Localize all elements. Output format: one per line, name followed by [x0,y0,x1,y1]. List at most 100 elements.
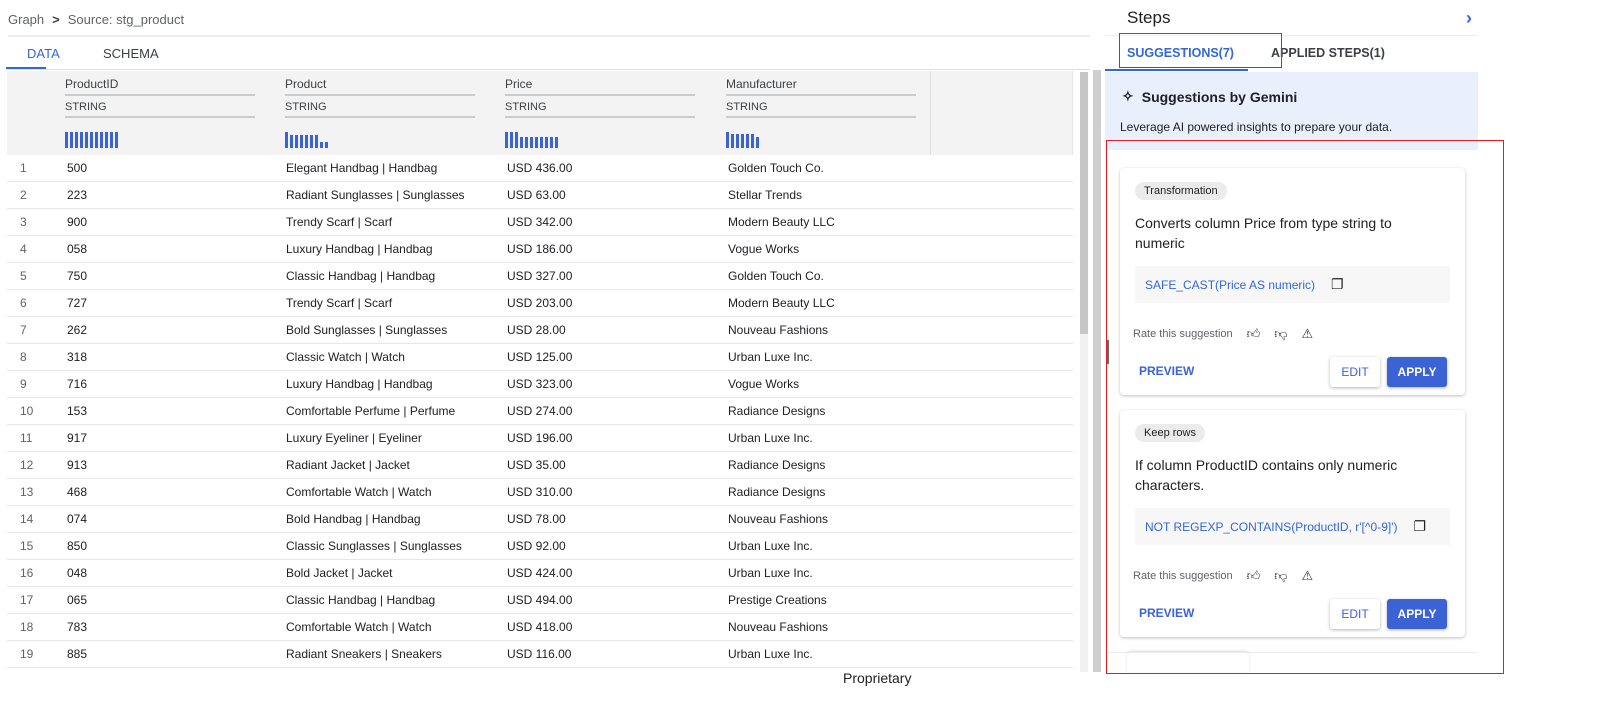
table-header: ProductID STRING Product STRING Price ST… [7,71,1073,155]
table-row[interactable]: 19 885 Radiant Sneakers | Sneakers USD 116.… [7,641,1073,668]
cell-product: Classic Handbag | Handbag [286,269,436,283]
cell-productid: 783 [67,620,88,634]
copy-icon[interactable]: ❐ [1413,518,1427,534]
suggestion-type-chip: Transformation [1135,182,1227,200]
cell-productid: 913 [67,458,88,472]
table-row[interactable]: 10 153 Comfortable Perfume | Perfume USD 27… [7,398,1073,425]
apply-button[interactable]: APPLY [1387,357,1447,387]
collapse-panel-chevron-icon[interactable]: › [1466,8,1472,28]
tab-applied-steps[interactable]: APPLIED STEPS(1) [1271,46,1385,60]
cell-product: Bold Jacket | Jacket [286,566,393,580]
cell-manufacturer: Golden Touch Co. [728,269,824,283]
cell-productid: 850 [67,539,88,553]
histogram-bar [290,135,293,148]
table-row[interactable]: 2 223 Radiant Sunglasses | Sunglasses USD 6… [7,182,1073,209]
suggestion-code: SAFE_CAST(Price AS numeric) ❐ [1135,266,1450,303]
table-row[interactable]: 16 048 Bold Jacket | Jacket USD 424.00 Urban… [7,560,1073,587]
cell-manufacturer: Modern Beauty LLC [728,215,835,229]
thumbs-down-icon[interactable]: 👎︎ [1274,568,1288,583]
breadcrumb-graph[interactable]: Graph [8,12,45,27]
table-row[interactable]: 7 262 Bold Sunglasses | Sunglasses USD 28.0… [7,317,1073,344]
report-icon[interactable]: ⚠︎ [1301,326,1314,341]
preview-button[interactable]: PREVIEW [1139,606,1195,620]
suggestion-code-text: SAFE_CAST(Price AS numeric) [1145,277,1316,292]
table-row[interactable]: 6 727 Trendy Scarf | Scarf USD 203.00 Modern… [7,290,1073,317]
column-header-price[interactable]: Price STRING [505,77,695,148]
table-row[interactable]: 14 074 Bold Handbag | Handbag USD 78.00 Nouv… [7,506,1073,533]
tab-schema[interactable]: SCHEMA [103,46,159,61]
edit-button[interactable]: EDIT [1330,599,1380,629]
table-row[interactable]: 8 318 Classic Watch | Watch USD 125.00 Urban… [7,344,1073,371]
table-row[interactable]: 9 716 Luxury Handbag | Handbag USD 323.00 Vo… [7,371,1073,398]
cell-product: Classic Watch | Watch [286,350,405,364]
tab-data[interactable]: DATA [27,46,60,61]
histogram-bar [80,132,83,148]
row-index: 1 [20,161,27,175]
tab-suggestions-underline [1105,69,1248,71]
divider [1105,35,1478,36]
cell-product: Trendy Scarf | Scarf [286,296,393,310]
edit-button[interactable]: EDIT [1330,357,1380,387]
table-row[interactable]: 15 850 Classic Sunglasses | Sunglasses USD … [7,533,1073,560]
tab-suggestions[interactable]: SUGGESTIONS(7) [1127,46,1234,60]
cell-product: Radiant Jacket | Jacket [286,458,410,472]
cell-productid: 727 [67,296,88,310]
cell-productid: 885 [67,647,88,661]
gemini-title: ✧ Suggestions by Gemini [1122,88,1297,105]
suggestion-description: If column ProductID contains only numeri… [1135,457,1398,493]
cell-product: Elegant Handbag | Handbag [286,161,438,175]
column-header-manufacturer[interactable]: Manufacturer STRING [726,77,916,148]
report-icon[interactable]: ⚠︎ [1301,568,1314,583]
preview-button[interactable]: PREVIEW [1139,364,1195,378]
histogram-bar [520,136,523,148]
table-row[interactable]: 17 065 Classic Handbag | Handbag USD 494.00… [7,587,1073,614]
histogram-bar [100,132,103,148]
thumbs-down-icon[interactable]: 👎︎ [1274,326,1288,341]
cell-product: Comfortable Watch | Watch [286,620,432,634]
table-row[interactable]: 13 468 Comfortable Watch | Watch USD 310.00… [7,479,1073,506]
table-row[interactable]: 18 783 Comfortable Watch | Watch USD 418.00… [7,614,1073,641]
apply-button[interactable]: APPLY [1387,599,1447,629]
breadcrumb-current: Source: stg_product [67,12,185,27]
cell-manufacturer: Stellar Trends [728,188,803,202]
cell-manufacturer: Radiance Designs [728,458,826,472]
histogram-bar [540,136,543,148]
table-row[interactable]: 3 900 Trendy Scarf | Scarf USD 342.00 Modern… [7,209,1073,236]
row-index: 2 [20,188,27,202]
cell-productid: 223 [67,188,88,202]
histogram-bar [545,136,548,148]
thumbs-up-icon[interactable]: 👍︎ [1246,326,1261,341]
rate-label: Rate this suggestion [1133,570,1233,582]
cell-productid: 468 [67,485,88,499]
cell-price: USD 418.00 [507,620,573,634]
thumbs-up-icon[interactable]: 👍︎ [1246,568,1261,583]
table-row[interactable]: 11 917 Luxury Eyeliner | Eyeliner USD 196.0… [7,425,1073,452]
breadcrumb: Graph > Source: stg_product [8,12,184,27]
highlight-box [1106,140,1504,674]
histogram-bar [741,134,744,148]
table-row[interactable]: 5 750 Classic Handbag | Handbag USD 327.00 G… [7,263,1073,290]
table-row[interactable]: 1 500 Elegant Handbag | Handbag USD 436.00 G… [7,155,1073,182]
column-histogram [505,132,695,148]
panel-splitter[interactable] [1093,70,1101,672]
histogram-bar [315,135,318,148]
histogram-bar [300,135,303,148]
column-header-product[interactable]: Product STRING [285,77,475,148]
column-type: STRING [65,96,255,118]
column-histogram [65,132,255,148]
cell-price: USD 63.00 [507,188,566,202]
histogram-bar [736,134,739,148]
column-header-productid[interactable]: ProductID STRING [65,77,255,148]
histogram-bar [515,132,518,148]
scrollbar-thumb[interactable] [1080,72,1088,334]
copy-icon[interactable]: ❐ [1331,276,1344,292]
table-row[interactable]: 12 913 Radiant Jacket | Jacket USD 35.00 Rad… [7,452,1073,479]
table-row[interactable]: 4 058 Luxury Handbag | Handbag USD 186.00 Vo… [7,236,1073,263]
cell-manufacturer: Urban Luxe Inc. [728,647,813,661]
row-index: 7 [20,323,27,337]
histogram-bar [115,132,118,148]
scrollbar[interactable] [1080,72,1088,672]
splitter-handle[interactable] [1106,340,1109,364]
row-index: 11 [20,431,33,445]
rating-row: Rate this suggestion 👍︎ 👎︎ ⚠︎ [1133,568,1313,584]
